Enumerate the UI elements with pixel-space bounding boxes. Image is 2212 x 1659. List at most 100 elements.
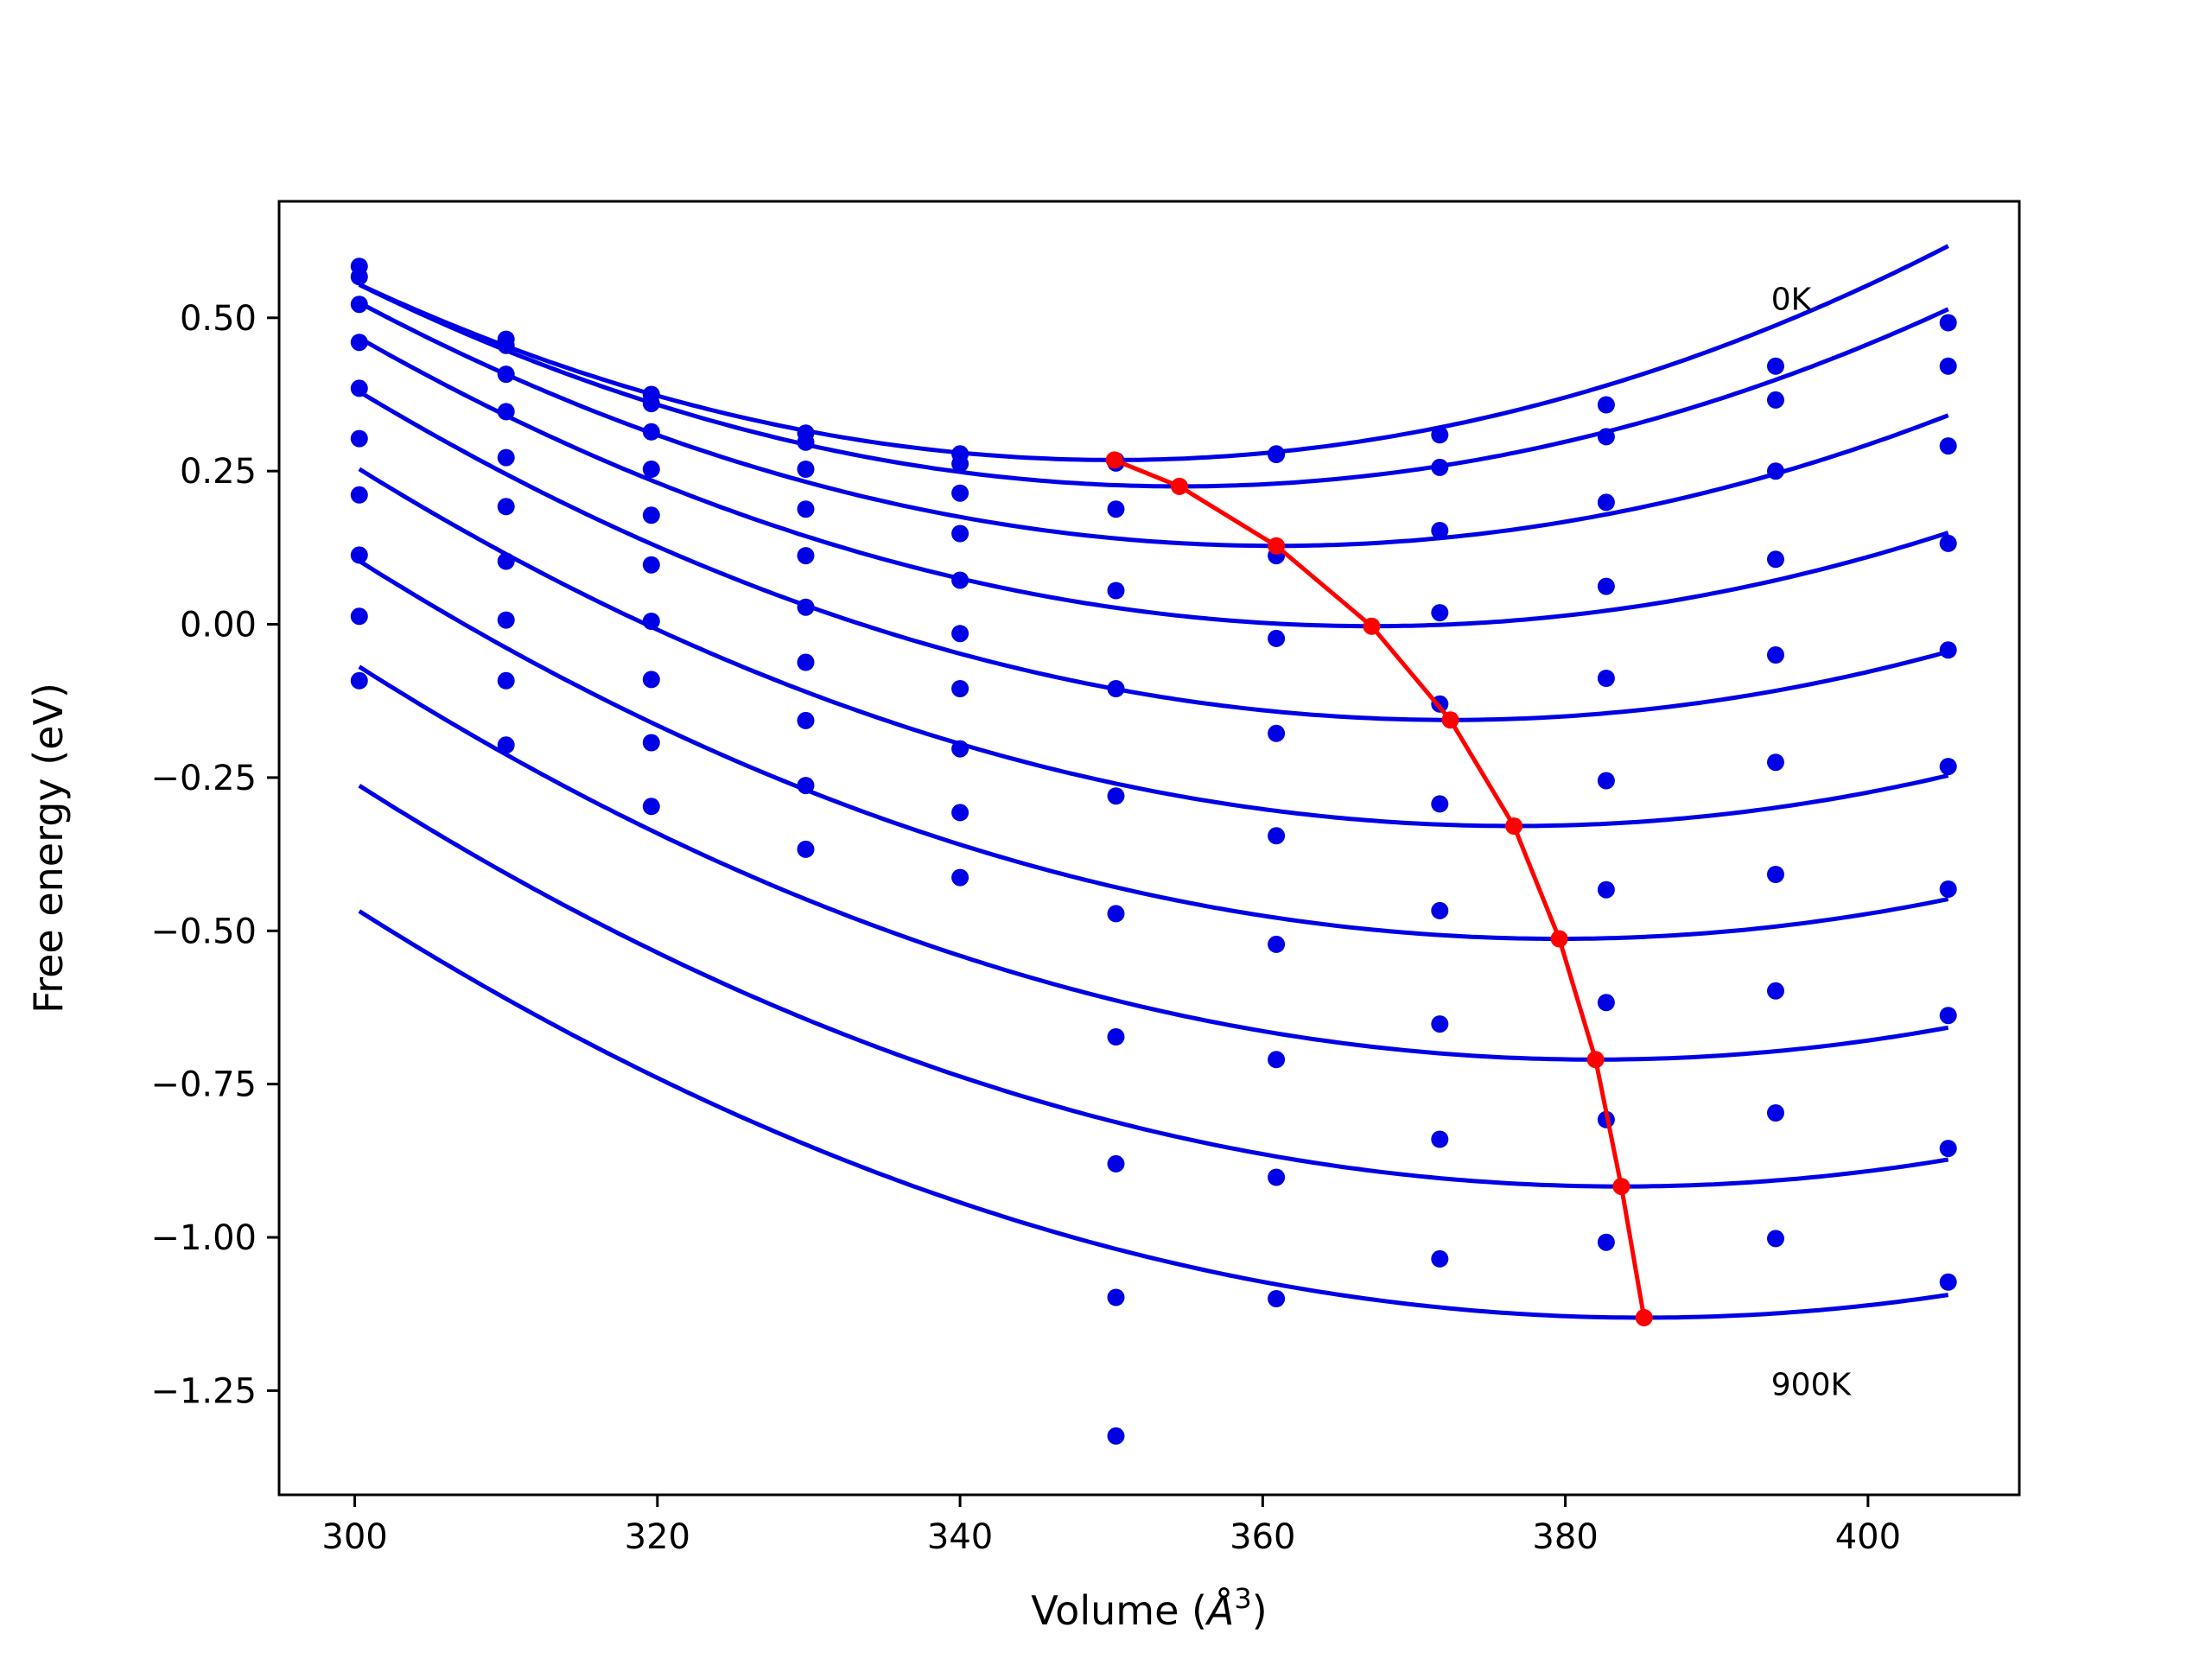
- data-point: [642, 461, 660, 478]
- fit-curve-4: [358, 390, 1949, 722]
- data-point: [1939, 1140, 1957, 1158]
- data-point: [1939, 1273, 1957, 1291]
- data-point: [1107, 582, 1125, 600]
- data-point: [1939, 758, 1957, 776]
- annotation-900K: 900K: [1771, 1367, 1853, 1402]
- data-point: [1767, 753, 1784, 772]
- minimum-point: [1441, 711, 1459, 729]
- data-point: [1939, 314, 1957, 332]
- data-point: [951, 804, 969, 822]
- minimum-point: [1635, 1309, 1653, 1326]
- data-point: [1597, 493, 1615, 512]
- data-point: [1767, 1104, 1784, 1122]
- data-point: [951, 868, 969, 887]
- data-point: [1431, 1130, 1449, 1148]
- data-point: [797, 840, 815, 858]
- y-tick-label: 0.25: [180, 452, 257, 492]
- data-point: [951, 484, 969, 502]
- data-point: [951, 625, 969, 643]
- data-point: [350, 671, 368, 690]
- data-point: [497, 448, 515, 467]
- x-tick-label: 300: [321, 1517, 387, 1557]
- plot-frame: [277, 200, 2021, 1497]
- x-tick-label: 400: [1835, 1517, 1901, 1557]
- data-point: [1767, 462, 1784, 480]
- data-point: [1597, 396, 1615, 414]
- data-point: [642, 671, 660, 689]
- fit-curve-1: [358, 283, 1949, 489]
- data-point: [350, 546, 368, 564]
- data-point: [1431, 901, 1449, 919]
- data-point: [797, 547, 815, 565]
- data-point: [497, 552, 515, 570]
- data-point: [797, 777, 815, 795]
- data-point: [1767, 982, 1784, 1000]
- y-axis-ticks: 0.50 0.25 0.00 −0.25 −0.50 −0.75 −1.00 −1.25: [150, 299, 279, 1411]
- data-point: [642, 798, 660, 816]
- x-tick-label: 360: [1230, 1517, 1295, 1557]
- data-point: [1597, 994, 1615, 1012]
- y-tick-label: −0.25: [150, 759, 257, 798]
- data-point: [1268, 446, 1286, 463]
- series-annotations: 0K 900K: [1771, 283, 1853, 1403]
- data-point: [1268, 827, 1286, 845]
- data-point: [497, 611, 515, 629]
- data-point: [1107, 1028, 1125, 1046]
- data-point: [797, 433, 815, 451]
- data-point: [1431, 522, 1449, 539]
- data-point: [1767, 646, 1784, 664]
- y-tick-label: 0.00: [180, 606, 257, 645]
- data-point: [951, 740, 969, 758]
- x-tick-label: 380: [1532, 1517, 1598, 1557]
- x-axis-label: Volume (Å3): [1031, 1582, 1267, 1634]
- y-tick-label: 0.50: [180, 299, 257, 339]
- minimum-point: [1268, 537, 1286, 555]
- x-tick-label: 340: [927, 1517, 993, 1557]
- data-point: [642, 613, 660, 630]
- fit-curve-3: [358, 336, 1949, 629]
- data-point: [350, 429, 368, 448]
- data-point: [1597, 670, 1615, 687]
- data-point: [350, 486, 368, 504]
- data-point: [1107, 1427, 1125, 1445]
- data-point: [1767, 391, 1784, 409]
- y-axis-label: Free energy (eV): [25, 683, 72, 1014]
- data-point: [642, 423, 660, 441]
- data-point: [642, 506, 660, 524]
- data-point: [642, 395, 660, 413]
- y-tick-label: −0.75: [150, 1065, 257, 1105]
- data-point: [797, 500, 815, 518]
- data-point: [951, 680, 969, 697]
- fit-curve-7: [358, 664, 1949, 1062]
- data-point: [1431, 795, 1449, 813]
- minimum-path: [1105, 451, 1653, 1326]
- data-point: [1431, 458, 1449, 476]
- fit-curve-2: [358, 301, 1949, 549]
- data-point: [951, 454, 969, 473]
- data-point: [797, 653, 815, 671]
- data-point: [1107, 787, 1125, 805]
- y-tick-label: −1.00: [150, 1218, 257, 1258]
- data-point: [1597, 577, 1615, 595]
- fit-curve-6: [358, 559, 1949, 941]
- data-point: [1268, 1290, 1286, 1307]
- minimum-point: [1505, 817, 1523, 835]
- fit-curve-5: [358, 467, 1949, 829]
- data-point: [951, 524, 969, 543]
- fit-curve-9: [358, 909, 1949, 1320]
- data-points: [350, 257, 1957, 1445]
- data-point: [350, 268, 368, 286]
- data-point: [797, 711, 815, 729]
- data-point: [1597, 1233, 1615, 1251]
- data-point: [1431, 426, 1449, 444]
- data-point: [1767, 866, 1784, 883]
- data-point: [951, 571, 969, 589]
- data-point: [1431, 604, 1449, 622]
- data-point: [1268, 935, 1286, 953]
- data-point: [1268, 1168, 1286, 1186]
- data-point: [497, 365, 515, 384]
- data-point: [1107, 1154, 1125, 1173]
- x-tick-label: 320: [625, 1517, 690, 1557]
- data-point: [497, 671, 515, 690]
